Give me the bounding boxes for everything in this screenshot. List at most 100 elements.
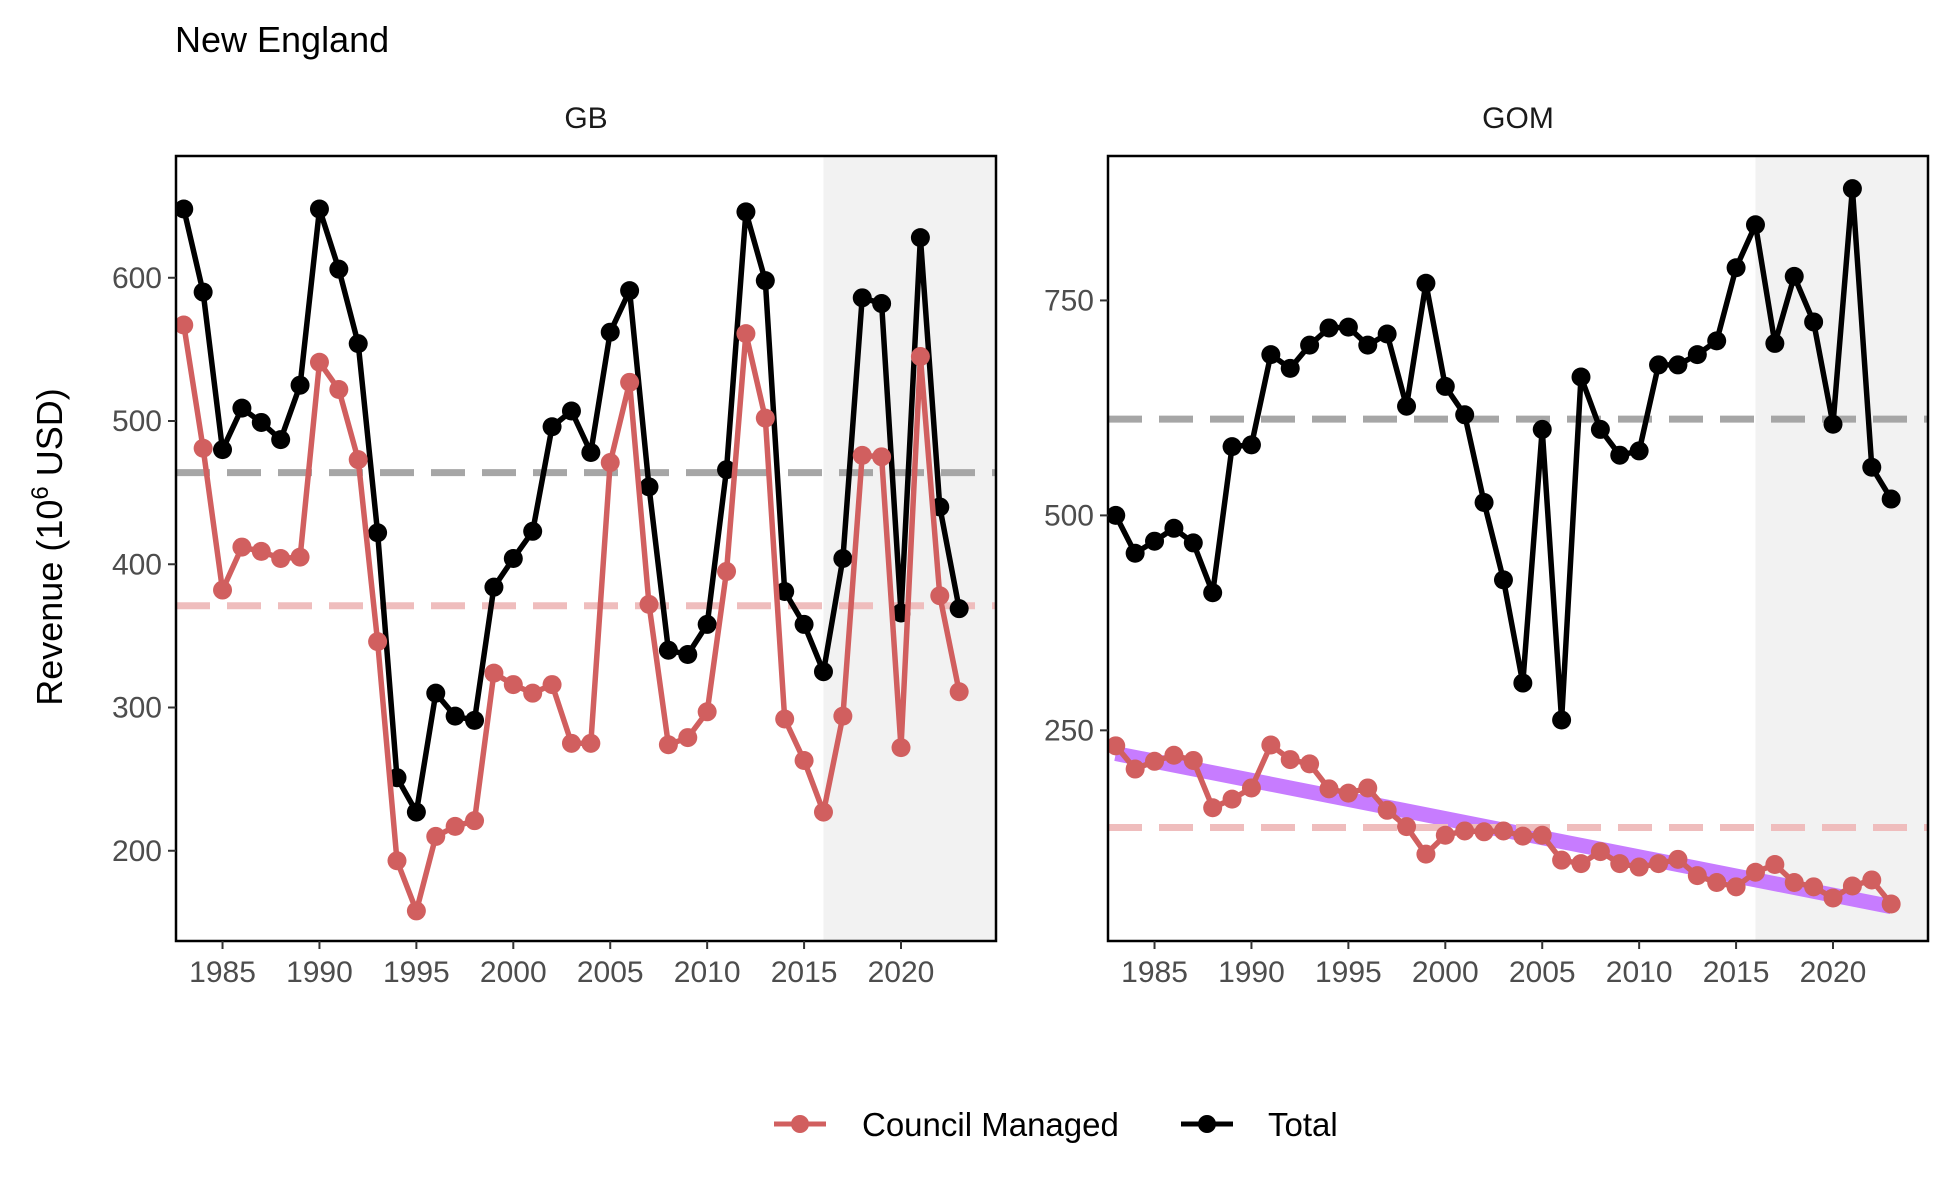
point-total-2006 (620, 281, 640, 301)
point-total-2002 (542, 417, 562, 437)
point-total-1985 (213, 440, 233, 460)
point-council-1986 (1164, 745, 1184, 765)
point-council-1996 (1358, 778, 1378, 798)
point-total-2007 (639, 477, 659, 497)
point-council-1992 (1280, 750, 1300, 770)
point-council-2008 (1590, 842, 1610, 862)
point-council-1994 (1319, 779, 1339, 799)
point-council-1986 (232, 537, 252, 557)
point-total-2016 (1745, 215, 1765, 235)
point-council-2015 (1726, 877, 1746, 897)
point-total-2021 (1842, 179, 1862, 199)
point-council-2006 (620, 372, 640, 392)
point-total-2005 (1532, 419, 1552, 439)
point-council-1983 (1108, 736, 1126, 756)
point-total-2017 (1765, 333, 1785, 353)
point-council-1988 (1203, 798, 1223, 818)
point-total-1996 (1358, 335, 1378, 355)
point-total-2008 (658, 640, 678, 660)
chart-title: New England (175, 19, 389, 60)
point-total-2000 (503, 549, 523, 569)
point-total-2012 (736, 202, 756, 222)
point-total-1993 (1300, 335, 1320, 355)
point-council-2019 (1804, 877, 1824, 897)
point-total-1999 (484, 577, 504, 597)
x-tick-label: 1985 (189, 956, 256, 989)
point-total-1984 (193, 282, 213, 302)
panel-border (174, 154, 998, 943)
point-council-2017 (833, 706, 853, 726)
plot-area-gom (1108, 156, 1928, 941)
point-council-2019 (872, 447, 892, 467)
y-tick-label: 500 (112, 405, 162, 438)
point-council-2021 (1842, 876, 1862, 896)
point-total-2023 (949, 599, 969, 619)
point-council-1998 (1397, 817, 1417, 837)
point-council-2014 (775, 709, 795, 729)
x-tick-label: 2000 (480, 956, 547, 989)
point-council-2010 (1629, 857, 1649, 877)
point-council-2023 (1881, 894, 1901, 914)
point-council-1999 (1416, 844, 1436, 864)
x-tick-label: 1990 (286, 956, 353, 989)
point-total-2020 (1823, 414, 1843, 434)
point-council-1997 (445, 816, 465, 836)
point-total-2017 (833, 549, 853, 569)
point-council-1993 (1300, 754, 1320, 774)
point-council-1988 (271, 549, 291, 569)
point-total-2005 (600, 322, 620, 342)
point-council-1997 (1377, 800, 1397, 820)
y-tick-label: 250 (1044, 714, 1094, 747)
point-council-2001 (523, 683, 543, 703)
point-total-2015 (794, 614, 814, 634)
point-total-2011 (717, 460, 737, 480)
x-tick-label: 2005 (1509, 956, 1576, 989)
point-total-2016 (813, 662, 833, 682)
x-tick-label: 2010 (674, 956, 741, 989)
point-council-2023 (949, 682, 969, 702)
point-total-2010 (697, 614, 717, 634)
point-total-2002 (1474, 493, 1494, 513)
point-total-1994 (1319, 318, 1339, 338)
point-total-1996 (426, 683, 446, 703)
point-total-1989 (290, 375, 310, 395)
point-total-2001 (1455, 405, 1475, 425)
point-total-1986 (232, 398, 252, 418)
point-council-1990 (1241, 778, 1261, 798)
point-council-2014 (1707, 873, 1727, 893)
point-total-1985 (1145, 531, 1165, 551)
point-total-2013 (1687, 345, 1707, 365)
point-council-2016 (813, 802, 833, 822)
point-council-1993 (368, 632, 388, 652)
legend-item-total: Total (1181, 1106, 1338, 1143)
y-tick-label: 300 (112, 692, 162, 725)
legend-dot-total (1198, 1115, 1216, 1133)
point-total-1995 (406, 802, 426, 822)
point-total-1988 (271, 430, 291, 450)
point-total-2014 (1707, 331, 1727, 351)
point-council-1984 (1125, 759, 1145, 779)
point-total-2015 (1726, 258, 1746, 278)
point-council-2018 (1784, 873, 1804, 893)
point-council-2017 (1765, 854, 1785, 874)
point-total-1984 (1125, 543, 1145, 563)
point-council-2003 (561, 733, 581, 753)
point-council-2022 (930, 586, 950, 606)
point-council-2011 (1649, 854, 1669, 874)
x-tick-label: 1995 (383, 956, 450, 989)
point-council-1985 (213, 580, 233, 600)
point-total-2001 (523, 521, 543, 541)
panel-title-gb: GB (564, 102, 607, 135)
point-council-2001 (1455, 821, 1475, 841)
point-total-2009 (1610, 445, 1630, 465)
point-total-1989 (1222, 437, 1242, 457)
svg-text:Revenue (106 USD): Revenue (106 USD) (27, 388, 70, 706)
y-tick-label: 400 (112, 548, 162, 581)
legend-item-council: Council Managed (774, 1106, 1119, 1143)
point-total-1990 (1241, 435, 1261, 455)
point-council-2020 (891, 738, 911, 758)
point-total-2022 (1862, 457, 1882, 477)
point-total-2000 (1435, 376, 1455, 396)
point-council-2003 (1493, 821, 1513, 841)
point-total-1997 (1377, 324, 1397, 344)
